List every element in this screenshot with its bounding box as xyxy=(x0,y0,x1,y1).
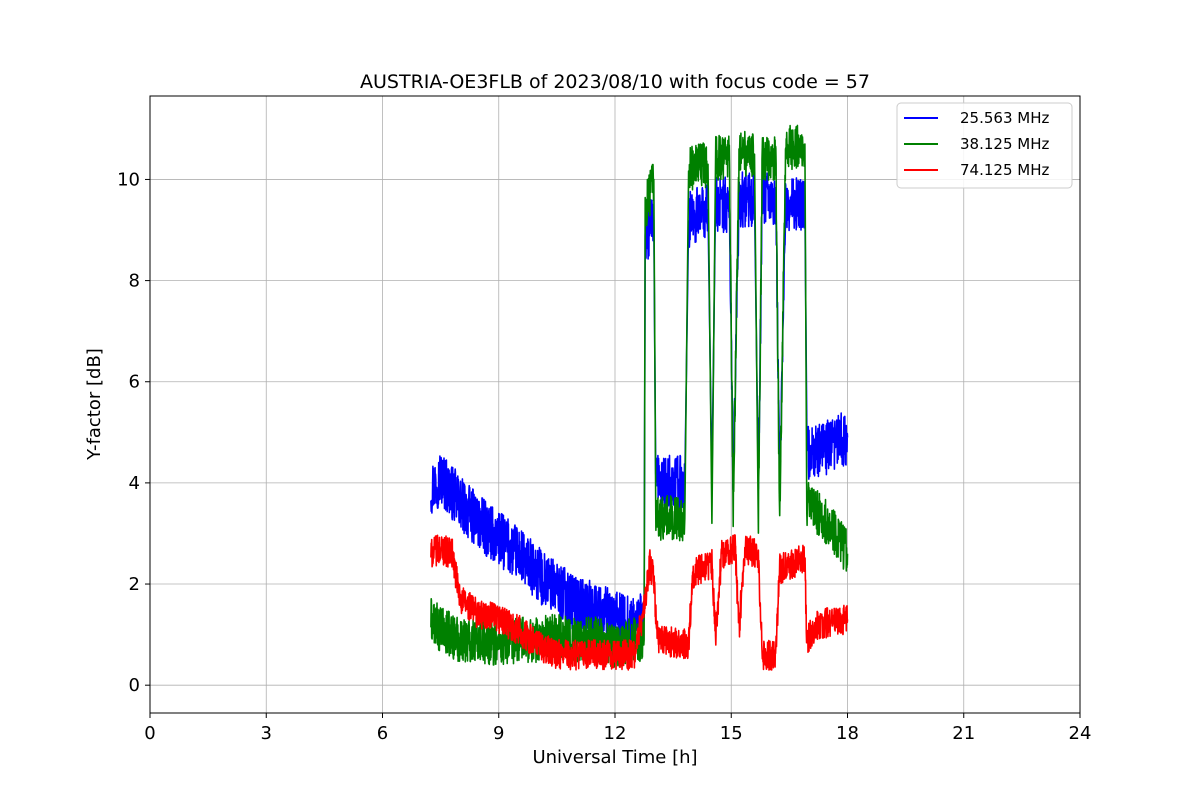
legend-label-3: 74.125 MHz xyxy=(960,161,1049,179)
y-axis: 0 2 4 6 8 10 xyxy=(117,169,150,696)
x-axis-label: Universal Time [h] xyxy=(532,747,697,768)
y-axis-label: Y-factor [dB] xyxy=(84,348,105,461)
x-tick-label: 24 xyxy=(1069,723,1092,744)
x-tick-label: 9 xyxy=(493,723,504,744)
y-tick-label: 2 xyxy=(129,574,140,595)
y-tick-label: 4 xyxy=(129,473,140,494)
y-tick-label: 10 xyxy=(117,169,140,190)
x-tick-label: 18 xyxy=(836,723,859,744)
chart-title: AUSTRIA-OE3FLB of 2023/08/10 with focus … xyxy=(360,71,870,93)
y-tick-label: 8 xyxy=(129,271,140,292)
y-tick-label: 6 xyxy=(129,372,140,393)
x-tick-label: 6 xyxy=(377,723,388,744)
x-tick-label: 0 xyxy=(144,723,155,744)
x-tick-label: 3 xyxy=(261,723,272,744)
x-tick-label: 21 xyxy=(952,723,975,744)
legend-label-1: 25.563 MHz xyxy=(960,109,1049,127)
legend-box xyxy=(896,102,1073,189)
x-tick-label: 12 xyxy=(604,723,627,744)
series-layer xyxy=(430,124,849,671)
x-tick-label: 15 xyxy=(720,723,743,744)
y-tick-label: 0 xyxy=(129,675,140,696)
legend-label-2: 38.125 MHz xyxy=(960,135,1049,153)
legend: 25.563 MHz 38.125 MHz 74.125 MHz xyxy=(896,102,1073,189)
x-axis: 0 3 6 9 12 15 18 21 24 xyxy=(144,713,1091,744)
series-line-3 xyxy=(430,534,849,671)
